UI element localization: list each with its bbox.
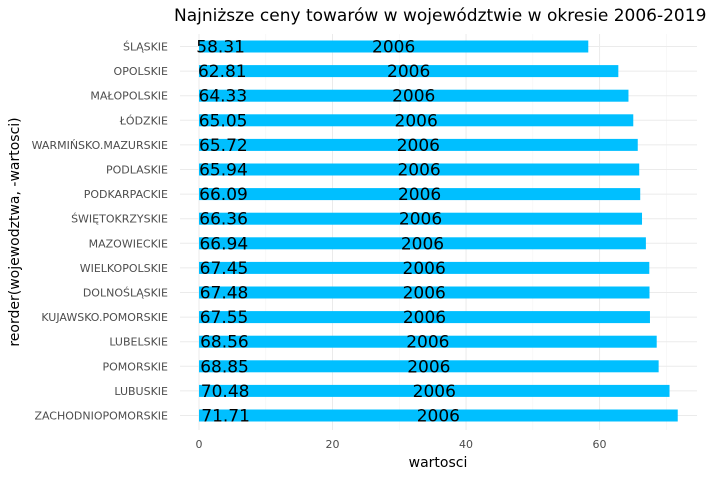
x-tick-labels: 0 20 40 60 <box>196 438 607 451</box>
year-label: 2006 <box>401 234 444 254</box>
year-label: 2006 <box>403 284 446 304</box>
value-label: 68.56 <box>200 333 249 353</box>
bar <box>199 384 670 397</box>
category-label: ŚWIĘTOKRZYSKIE <box>71 213 168 226</box>
year-label: 2006 <box>417 407 460 427</box>
category-label: MAZOWIECKIE <box>89 237 168 250</box>
bar <box>199 335 657 348</box>
x-tick-label: 40 <box>459 438 473 451</box>
value-label: 62.81 <box>198 62 247 82</box>
category-label: ŚLĄSKIE <box>123 41 168 54</box>
year-label: 2006 <box>397 161 440 181</box>
x-axis-title: wartosci <box>409 455 468 471</box>
bar <box>199 188 641 201</box>
category-label: LUBUSKIE <box>114 385 168 398</box>
value-label: 67.45 <box>200 259 249 279</box>
year-label: 2006 <box>397 136 440 156</box>
bar <box>199 261 650 274</box>
year-label: 2006 <box>403 259 446 279</box>
category-label: POMORSKIE <box>103 360 169 373</box>
bar <box>199 40 589 53</box>
year-label: 2006 <box>395 111 438 131</box>
year-label: 2006 <box>399 210 442 230</box>
value-label: 67.48 <box>200 284 249 304</box>
value-label: 68.85 <box>200 357 249 377</box>
value-label: 65.05 <box>199 111 248 131</box>
value-label: 71.71 <box>201 407 250 427</box>
year-label: 2006 <box>407 357 450 377</box>
category-label: PODKARPACKIE <box>84 188 168 201</box>
category-label: DOLNOŚLĄSKIE <box>83 287 168 300</box>
category-label: ZACHODNIOPOMORSKIE <box>34 410 168 423</box>
bar <box>199 89 629 102</box>
year-label: 2006 <box>372 38 415 58</box>
value-labels: 58.31 2006 62.81 2006 64.33 2006 65.05 2006 65.7… <box>196 38 460 427</box>
chart-title: Najniższe ceny towarów w województwie w … <box>174 6 706 26</box>
value-label: 70.48 <box>201 382 250 402</box>
year-label: 2006 <box>413 382 456 402</box>
year-label: 2006 <box>403 308 446 328</box>
bar <box>199 311 650 324</box>
value-label: 66.09 <box>199 185 248 205</box>
bars <box>199 40 678 422</box>
bar <box>199 163 640 176</box>
value-label: 66.94 <box>199 234 248 254</box>
category-label: OPOLSKIE <box>114 65 169 78</box>
value-label: 58.31 <box>196 38 245 58</box>
value-label: 67.55 <box>200 308 249 328</box>
category-label: WIELKOPOLSKIE <box>80 262 168 275</box>
category-label: KUJAWSKO.POMORSKIE <box>41 311 168 324</box>
bar <box>199 114 634 127</box>
x-tick-label: 20 <box>326 438 340 451</box>
category-label: MAŁOPOLSKIE <box>90 90 168 103</box>
x-tick-label: 60 <box>593 438 607 451</box>
year-label: 2006 <box>398 185 441 205</box>
year-label: 2006 <box>406 333 449 353</box>
y-axis-title: reorder(wojewodztwa, -wartosci) <box>7 117 23 346</box>
bar <box>199 409 678 422</box>
category-label: WARMIŃSKO.MAZURSKIE <box>32 139 168 152</box>
value-label: 65.94 <box>199 161 248 181</box>
bar <box>199 360 659 373</box>
year-label: 2006 <box>392 87 435 107</box>
category-label: LUBELSKIE <box>109 336 168 349</box>
value-label: 65.72 <box>199 136 248 156</box>
value-label: 66.36 <box>199 210 248 230</box>
bar <box>199 286 650 299</box>
bar <box>199 138 638 151</box>
category-label: ŁÓDZKIE <box>119 114 168 127</box>
category-label: PODLASKIE <box>106 164 168 177</box>
bar <box>199 237 646 250</box>
category-labels: ŚLĄSKIE OPOLSKIE MAŁOPOLSKIE ŁÓDZKIE WARMIŃS… <box>32 41 168 423</box>
value-label: 64.33 <box>199 87 248 107</box>
year-label: 2006 <box>387 62 430 82</box>
bar <box>199 212 643 225</box>
bar <box>199 65 619 78</box>
x-tick-label: 0 <box>196 438 203 451</box>
